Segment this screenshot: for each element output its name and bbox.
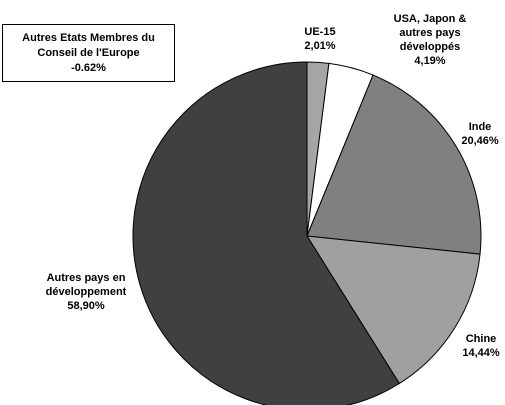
- note-value: -0.62%: [71, 61, 106, 74]
- slice-autres-pays: [132, 61, 400, 405]
- note-line: Conseil de l'Europe: [37, 46, 140, 59]
- slice-autres-pays-label: Autres pays en développement 58,90%: [46, 272, 127, 312]
- note-box-council-of-europe: Autres Etats Membres du Conseil de l'Eur…: [2, 24, 175, 82]
- slice-inde-label: Inde 20,46%: [461, 121, 499, 147]
- note-line: Autres Etats Membres du: [22, 31, 155, 44]
- slice-chine-label: Chine 14,44%: [462, 333, 500, 359]
- slice-inde: [306, 74, 482, 255]
- slice-usa-japon-label: USA, Japon & autres pays développés 4,19%: [394, 13, 467, 67]
- slice-chine: [306, 235, 481, 385]
- slice-ue15-label: UE-15 2,01%: [304, 26, 335, 52]
